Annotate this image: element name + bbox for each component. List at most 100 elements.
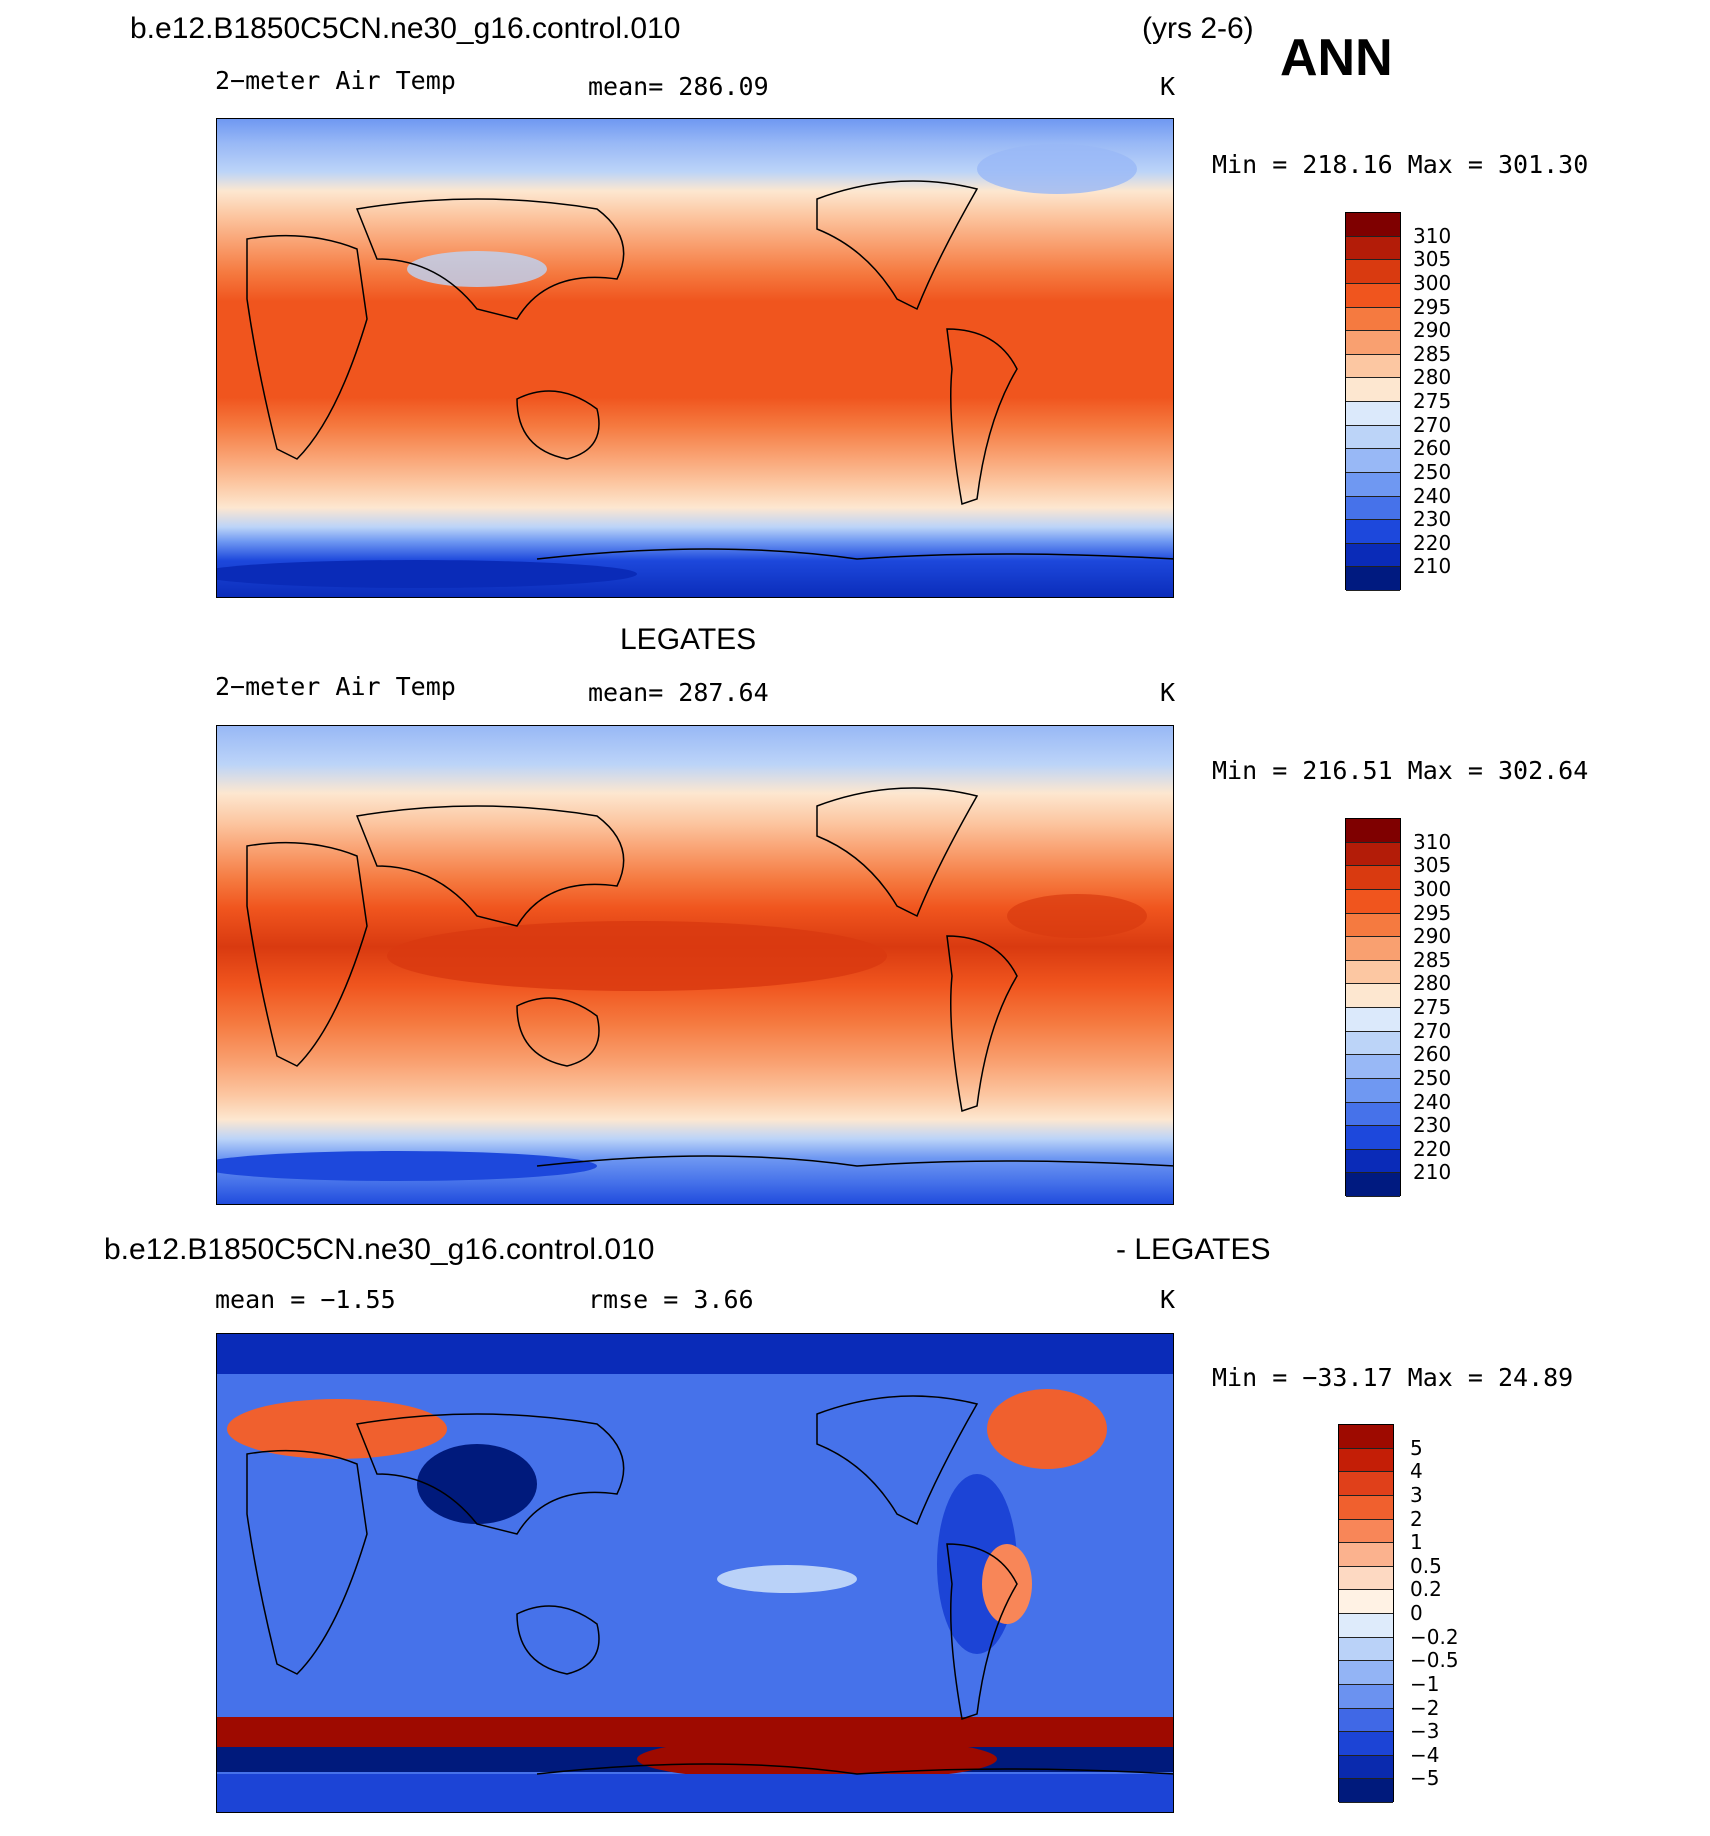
- colorbar-label: 1: [1410, 1530, 1423, 1555]
- panel3-map: [216, 1333, 1174, 1813]
- colorbar-label: 0: [1410, 1601, 1423, 1625]
- colorbar-label: 3: [1410, 1482, 1423, 1507]
- panel3-units: K: [1160, 1285, 1176, 1314]
- colorbar-box: [1346, 1008, 1400, 1032]
- panel1-minmax: Min = 218.16 Max = 301.30: [1212, 150, 1589, 179]
- colorbar-box: [1346, 543, 1400, 568]
- colorbar-box: [1346, 960, 1400, 985]
- case-title: b.e12.B1850C5CN.ne30_g16.control.010: [130, 12, 681, 45]
- colorbar-label: 230: [1413, 507, 1452, 532]
- panel1-colorbar: [1345, 212, 1401, 591]
- colorbar-label: 270: [1413, 1018, 1452, 1043]
- panel3-colorbar: [1338, 1424, 1394, 1803]
- colorbar-box: [1339, 1448, 1393, 1473]
- season-label: ANN: [1280, 29, 1393, 87]
- colorbar-label: 280: [1413, 365, 1452, 390]
- panel1-mean: mean= 286.09: [588, 72, 769, 101]
- colorbar-label: 2: [1410, 1506, 1423, 1531]
- colorbar-label: −5: [1410, 1766, 1440, 1791]
- colorbar-label: 260: [1413, 1042, 1452, 1067]
- colorbar-label: 290: [1413, 924, 1452, 949]
- colorbar-box: [1346, 307, 1400, 332]
- colorbar-box: [1346, 889, 1400, 914]
- colorbar-box: [1346, 1126, 1400, 1150]
- colorbar-box: [1339, 1732, 1393, 1756]
- colorbar-label: 305: [1413, 247, 1452, 272]
- colorbar-box: [1339, 1495, 1393, 1520]
- colorbar-label: 305: [1413, 853, 1452, 878]
- colorbar-label: 285: [1413, 947, 1452, 972]
- colorbar-box: [1346, 496, 1400, 521]
- colorbar-label: 270: [1413, 412, 1452, 437]
- colorbar-label: 220: [1413, 530, 1452, 555]
- colorbar-label: 230: [1413, 1113, 1452, 1138]
- colorbar-box: [1346, 819, 1400, 843]
- colorbar-box: [1346, 1149, 1400, 1174]
- panel3-title-left: b.e12.B1850C5CN.ne30_g16.control.010: [104, 1233, 655, 1266]
- colorbar-box: [1339, 1661, 1393, 1685]
- colorbar-box: [1346, 842, 1400, 867]
- colorbar-box: [1346, 449, 1400, 473]
- panel3-minmax: Min = −33.17 Max = 24.89: [1212, 1363, 1574, 1392]
- colorbar-box: [1346, 213, 1400, 237]
- colorbar-box: [1346, 984, 1400, 1008]
- colorbar-label: 240: [1413, 1089, 1452, 1114]
- panel1-units: K: [1160, 72, 1176, 101]
- panel3-title-right: - LEGATES: [1116, 1233, 1271, 1266]
- colorbar-label: 0.5: [1410, 1553, 1442, 1578]
- colorbar-box: [1346, 260, 1400, 284]
- colorbar-box: [1346, 402, 1400, 426]
- colorbar-label: 295: [1413, 900, 1452, 925]
- colorbar-box: [1346, 866, 1400, 890]
- colorbar-box: [1346, 1173, 1400, 1197]
- model-temperature-field: [217, 119, 1173, 597]
- panel2-map: [216, 725, 1174, 1205]
- colorbar-box: [1346, 354, 1400, 379]
- colorbar-box: [1339, 1684, 1393, 1709]
- colorbar-box: [1346, 913, 1400, 938]
- colorbar-box: [1339, 1543, 1393, 1567]
- colorbar-box: [1339, 1590, 1393, 1614]
- colorbar-label: 240: [1413, 483, 1452, 508]
- colorbar-label: −4: [1410, 1742, 1440, 1767]
- colorbar-label: 4: [1410, 1459, 1423, 1484]
- panel1-variable: 2−meter Air Temp: [215, 66, 456, 95]
- legates-temperature-field: [217, 726, 1173, 1204]
- colorbar-box: [1346, 1031, 1400, 1056]
- panel3-rmse: rmse = 3.66: [588, 1285, 754, 1314]
- colorbar-box: [1339, 1425, 1393, 1449]
- colorbar-label: 0.2: [1410, 1577, 1442, 1602]
- colorbar-label: 275: [1413, 995, 1452, 1019]
- colorbar-label: 300: [1413, 270, 1452, 295]
- colorbar-label: 210: [1413, 554, 1452, 579]
- difference-field: [217, 1334, 1173, 1812]
- colorbar-box: [1346, 378, 1400, 402]
- panel3-mean: mean = −1.55: [215, 1285, 396, 1314]
- colorbar-label: 310: [1413, 223, 1452, 248]
- colorbar-box: [1346, 425, 1400, 450]
- colorbar-label: 295: [1413, 294, 1452, 319]
- colorbar-label: 300: [1413, 876, 1452, 901]
- panel1-map: [216, 118, 1174, 598]
- panel2-colorbar: [1345, 818, 1401, 1197]
- panel2-variable: 2−meter Air Temp: [215, 672, 456, 701]
- colorbar-box: [1339, 1779, 1393, 1803]
- colorbar-label: −2: [1410, 1695, 1440, 1720]
- colorbar-label: 5: [1410, 1435, 1423, 1460]
- colorbar-box: [1346, 1102, 1400, 1127]
- colorbar-box: [1339, 1519, 1393, 1544]
- colorbar-box: [1346, 1078, 1400, 1103]
- colorbar-label: 290: [1413, 318, 1452, 343]
- colorbar-label: 285: [1413, 341, 1452, 366]
- colorbar-box: [1339, 1614, 1393, 1638]
- colorbar-box: [1339, 1708, 1393, 1733]
- colorbar-label: 260: [1413, 436, 1452, 461]
- panel2-units: K: [1160, 678, 1176, 707]
- colorbar-label: 210: [1413, 1160, 1452, 1185]
- colorbar-box: [1346, 520, 1400, 544]
- colorbar-label: 250: [1413, 1065, 1452, 1090]
- colorbar-label: 280: [1413, 971, 1452, 996]
- colorbar-box: [1339, 1637, 1393, 1662]
- colorbar-box: [1346, 1055, 1400, 1079]
- colorbar-box: [1339, 1566, 1393, 1591]
